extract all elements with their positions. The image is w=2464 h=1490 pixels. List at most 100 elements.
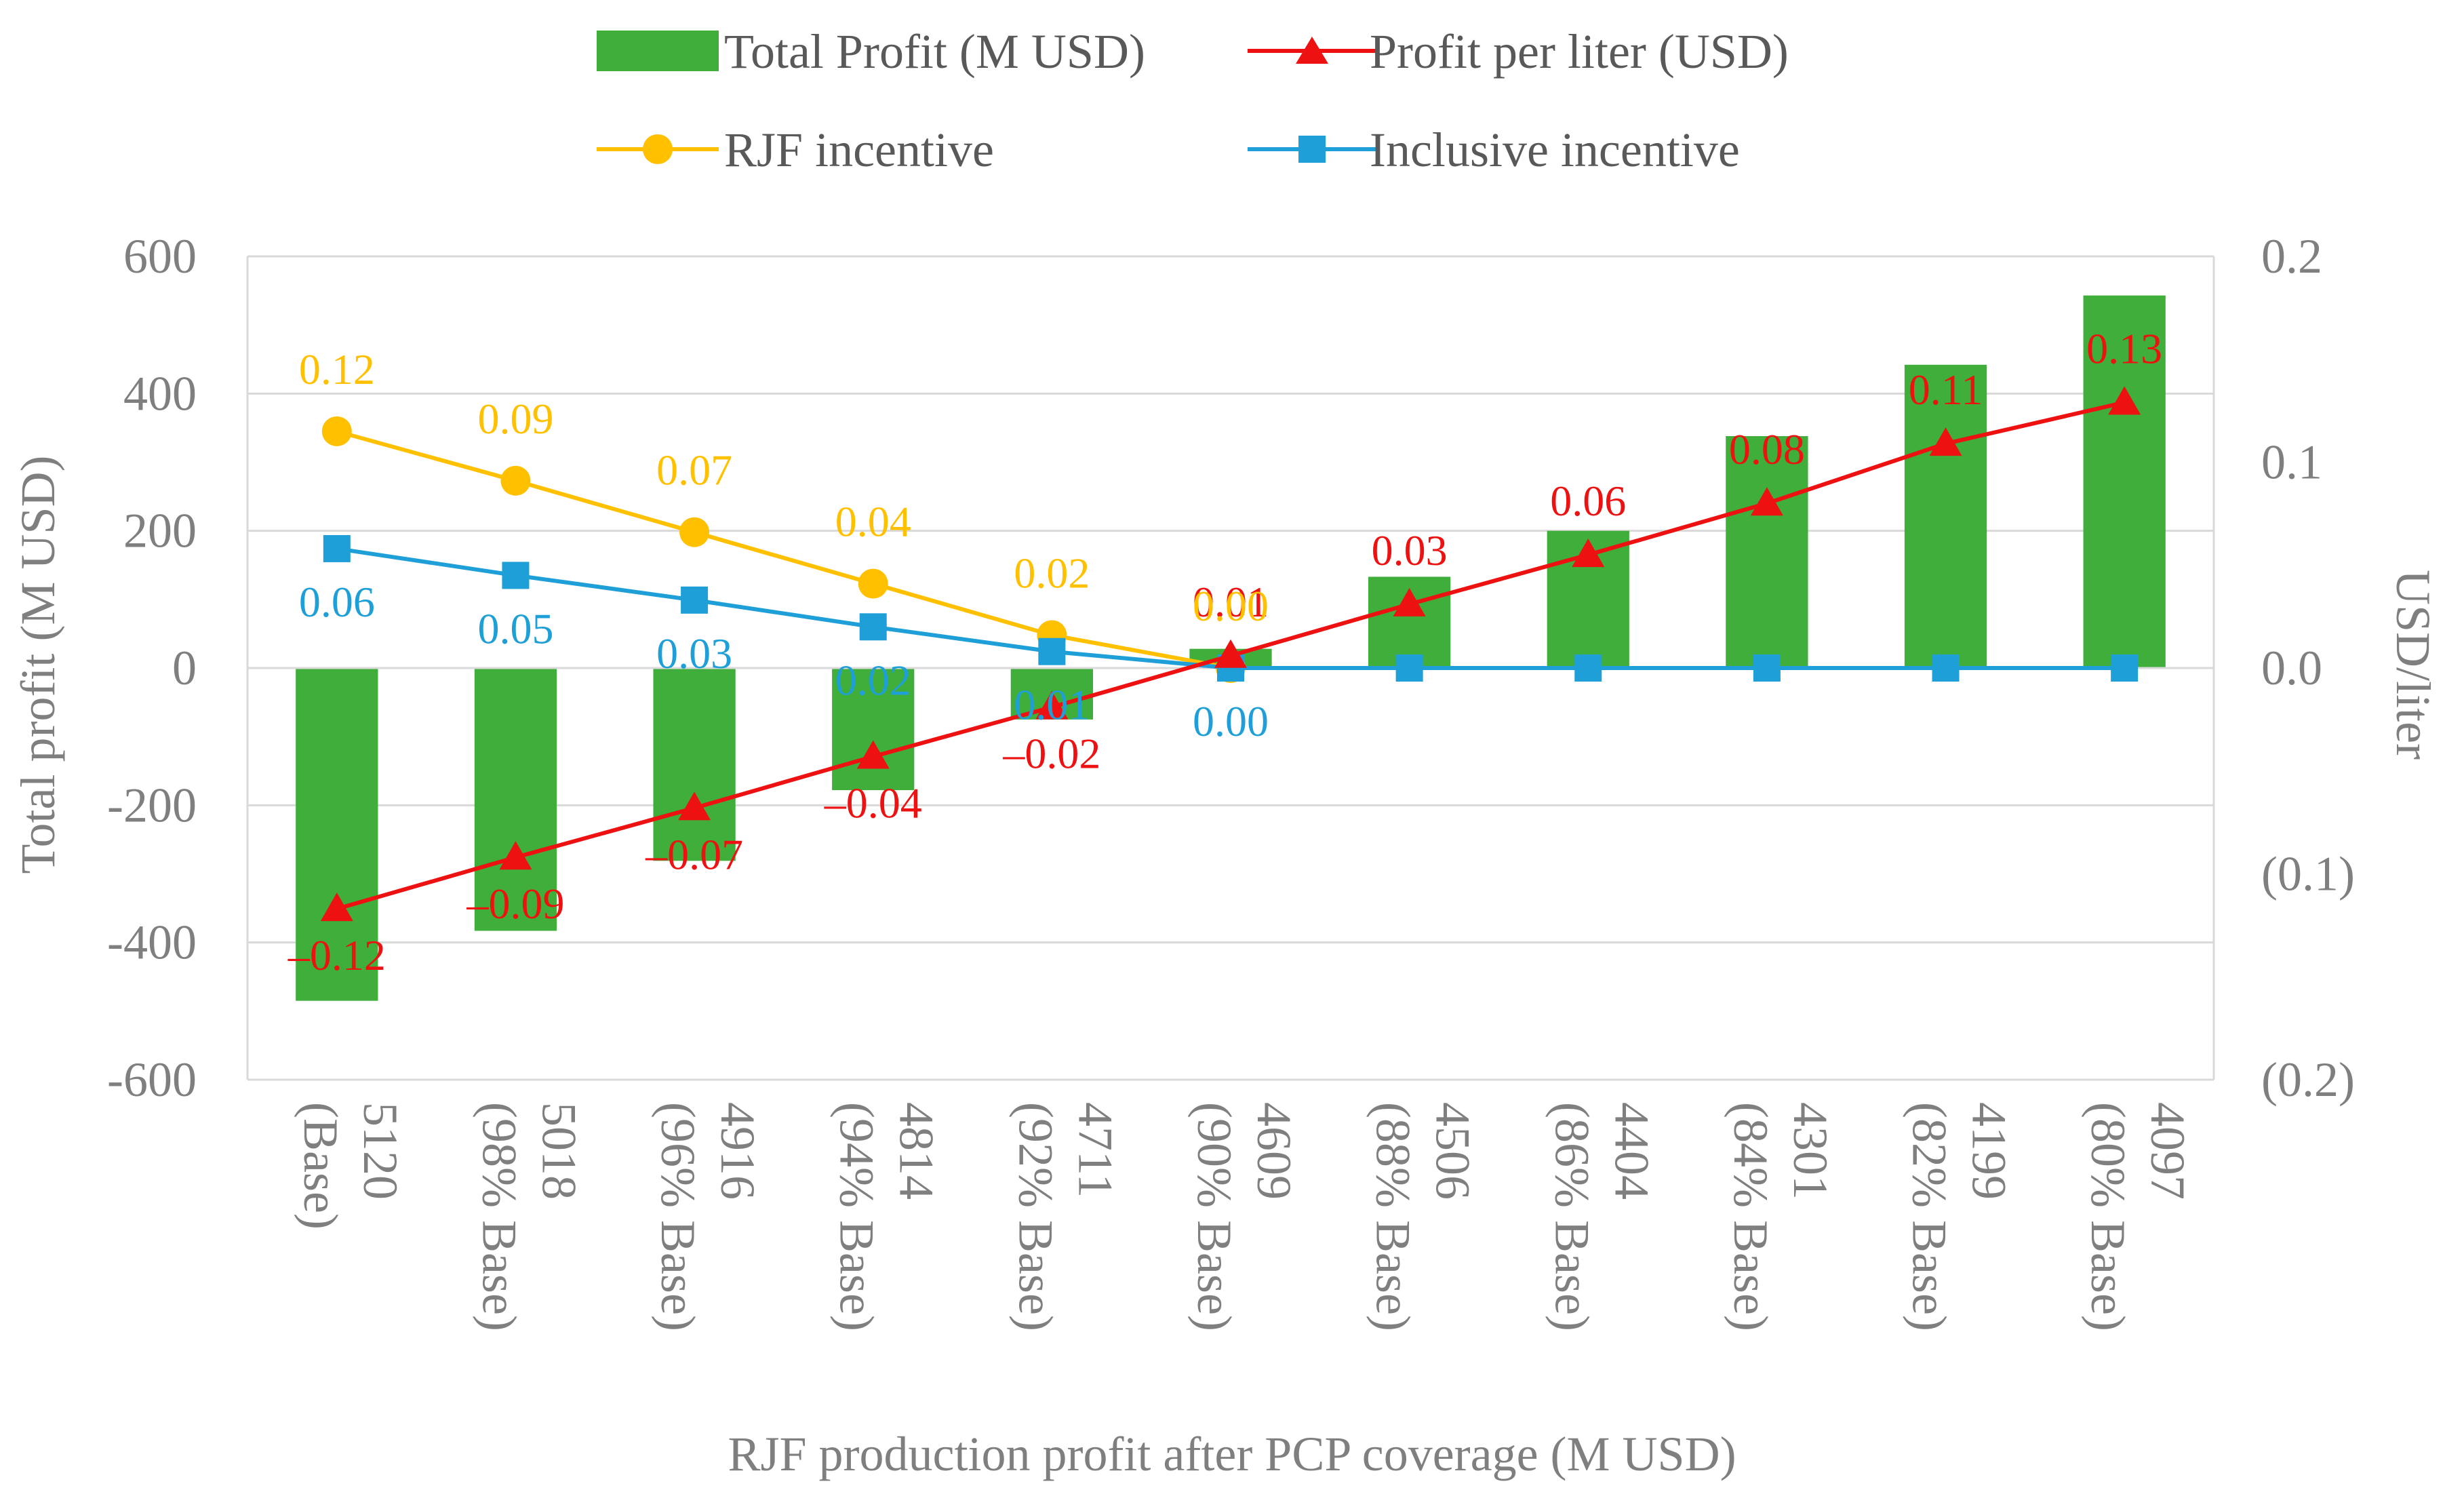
data-label-profit-per-liter: –0.02: [1002, 730, 1100, 778]
bar: [2083, 295, 2166, 668]
x-tick-label-sub: (96% Base): [651, 1102, 705, 1331]
data-label-profit-per-liter: 0.06: [1550, 477, 1626, 525]
x-tick-label-sub: (Base): [294, 1102, 348, 1230]
data-label-rjf-incentive: 0.02: [1014, 549, 1090, 597]
data-label-inclusive-incentive: 0.02: [835, 656, 911, 704]
x-tick-label: 5018(98% Base): [472, 1102, 586, 1331]
legend-marker-circle-icon: [643, 134, 673, 164]
legend: Total Profit (M USD) Profit per liter (U…: [597, 24, 1789, 177]
point-inclusive-incentive: [681, 586, 709, 614]
point-profit-per-liter-usd: [856, 740, 890, 769]
legend-label-profit-per-liter: Profit per liter (USD): [1370, 24, 1789, 79]
series-lines: [320, 386, 2141, 922]
point-rjf-incentive: [321, 416, 352, 446]
data-label-rjf-incentive: 0.04: [835, 498, 911, 546]
point-inclusive-incentive: [1395, 654, 1423, 682]
x-tick-label-sub: (92% Base): [1008, 1102, 1062, 1331]
point-inclusive-incentive: [502, 562, 530, 589]
point-inclusive-incentive: [859, 613, 887, 641]
x-tick-label-value: 4506: [1426, 1102, 1480, 1200]
data-label-profit-per-liter: –0.09: [466, 880, 564, 928]
x-tick-label-value: 4916: [711, 1102, 765, 1200]
bar: [1726, 436, 1808, 668]
x-tick-label: 5120(Base): [294, 1102, 408, 1230]
x-tick-label-value: 4199: [1962, 1102, 2016, 1200]
x-tick-label: 4916(96% Base): [651, 1102, 765, 1331]
x-tick-label-sub: (88% Base): [1366, 1102, 1420, 1331]
x-tick-label: 4301(84% Base): [1724, 1102, 1837, 1331]
x-tick-label: 4199(82% Base): [1903, 1102, 2016, 1331]
point-inclusive-incentive: [2111, 654, 2139, 682]
y2-tick-label: (0.2): [2261, 1053, 2355, 1107]
x-tick-label-sub: (94% Base): [830, 1102, 884, 1331]
point-inclusive-incentive: [1932, 654, 1960, 682]
y2-tick-label: 0.1: [2261, 435, 2322, 490]
bar: [653, 668, 736, 861]
point-profit-per-liter-usd: [678, 791, 711, 821]
bar: [1904, 364, 1987, 668]
x-tick-label: 4711(92% Base): [1008, 1102, 1122, 1331]
point-profit-per-liter-usd: [499, 841, 532, 870]
x-tick-label-value: 4404: [1604, 1102, 1658, 1200]
x-tick-label: 4097(80% Base): [2081, 1102, 2195, 1331]
x-tick-label-sub: (82% Base): [1903, 1102, 1957, 1331]
x-tick-label-value: 4301: [1783, 1102, 1837, 1200]
data-label-inclusive-incentive: 0.06: [299, 578, 375, 626]
y2-axis-title: USD/liter: [2386, 570, 2440, 760]
point-profit-per-liter-usd: [1214, 639, 1247, 668]
data-label-profit-per-liter: –0.04: [824, 779, 922, 827]
x-tick-label: 4609(90% Base): [1187, 1102, 1301, 1331]
point-profit-per-liter-usd: [2108, 386, 2141, 415]
series-line-rjf-incentive: [336, 429, 1231, 670]
x-tick-label-value: 4814: [890, 1102, 944, 1200]
data-label-rjf-incentive: 0.09: [477, 395, 553, 443]
point-inclusive-incentive: [1038, 638, 1066, 665]
y-tick-label: -400: [107, 916, 197, 970]
point-profit-per-liter-usd: [320, 893, 353, 922]
legend-item-total-profit: Total Profit (M USD): [597, 24, 1145, 79]
bar: [296, 668, 378, 1001]
y-tick-label: 200: [123, 504, 197, 558]
point-inclusive-incentive: [323, 534, 351, 562]
data-label-inclusive-incentive: 0.03: [656, 629, 732, 678]
y-tick-label: 400: [123, 366, 197, 420]
y-tick-label: 600: [123, 229, 197, 283]
data-label-profit-per-liter: 0.11: [1909, 366, 1983, 414]
point-rjf-incentive: [500, 465, 531, 496]
point-profit-per-liter-usd: [1572, 538, 1605, 568]
point-profit-per-liter-usd: [1750, 487, 1783, 516]
x-tick-label: 4506(88% Base): [1366, 1102, 1480, 1331]
legend-label-inclusive-incentive: Inclusive incentive: [1370, 123, 1740, 177]
legend-marker-square-icon: [1298, 136, 1326, 163]
tick-labels: -600 -400 -200 0 200 400 600 (0.2) (0.1) 0.0 0.1 0.…: [107, 229, 2355, 1331]
point-profit-per-liter-usd: [1393, 587, 1426, 616]
data-label-inclusive-incentive: 0.05: [477, 604, 553, 652]
x-tick-label-value: 4711: [1068, 1102, 1122, 1198]
legend-label-total-profit: Total Profit (M USD): [724, 24, 1145, 79]
data-label-profit-per-liter: –0.12: [287, 931, 386, 979]
y2-tick-label: 0.2: [2261, 229, 2322, 283]
data-label-profit-per-liter: –0.07: [645, 830, 743, 878]
x-tick-label-sub: (98% Base): [472, 1102, 526, 1331]
data-label-profit-per-liter: 0.03: [1372, 526, 1448, 574]
data-labels: –0.12 –0.09 –0.07 –0.04 –0.020.01 0.03 0.06 0.0…: [287, 324, 2162, 979]
point-inclusive-incentive: [1753, 654, 1781, 682]
point-rjf-incentive: [679, 517, 710, 547]
point-rjf-incentive: [858, 568, 888, 599]
y-tick-label: 0: [172, 641, 197, 695]
x-tick-label-value: 5018: [532, 1102, 586, 1200]
data-label-rjf-incentive: 0.00: [1193, 582, 1269, 630]
x-tick-label: 4814(94% Base): [830, 1102, 944, 1331]
data-label-rjf-incentive: 0.12: [299, 345, 375, 393]
legend-item-rjf-incentive: RJF incentive: [597, 123, 994, 177]
data-label-inclusive-incentive: 0.01: [1014, 681, 1090, 729]
point-inclusive-incentive: [1574, 654, 1602, 682]
data-label-profit-per-liter: 0.13: [2086, 324, 2162, 372]
bar: [832, 668, 915, 791]
legend-marker-triangle-icon: [1296, 37, 1328, 64]
x-tick-label-sub: (80% Base): [2081, 1102, 2135, 1331]
data-label-inclusive-incentive: 0.00: [1193, 697, 1269, 745]
x-tick-label-sub: (90% Base): [1187, 1102, 1241, 1331]
